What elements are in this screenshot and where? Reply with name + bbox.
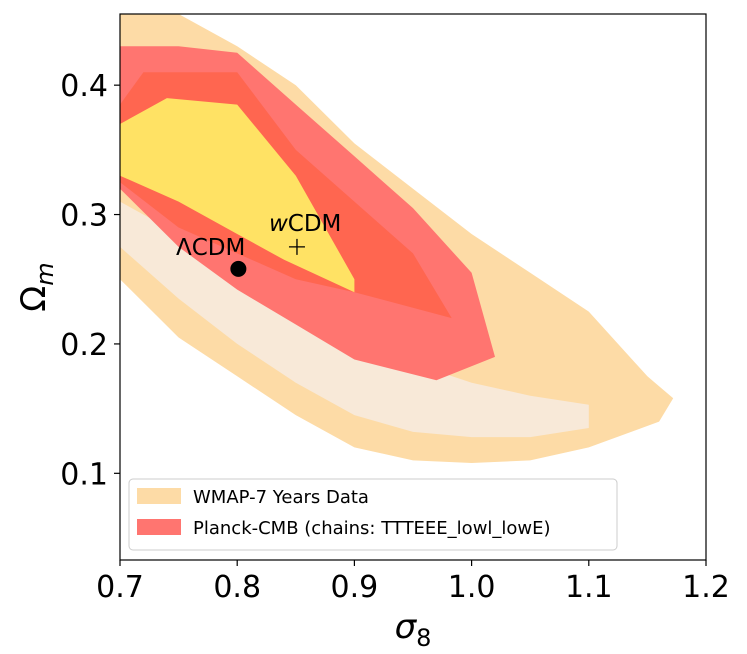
x-axis-ticks: 0.7 0.8 0.9 1.0 1.1 1.2 bbox=[96, 560, 730, 605]
lcdm-label: ΛCDM bbox=[176, 235, 245, 261]
legend-box bbox=[128, 478, 618, 551]
y-axis-ticks: 0.1 0.2 0.3 0.4 bbox=[60, 69, 120, 492]
x-tick-label: 0.8 bbox=[213, 570, 261, 605]
x-tick-label: 1.1 bbox=[565, 570, 613, 605]
legend-label-wmap: WMAP-7 Years Data bbox=[193, 487, 369, 508]
plot-frame bbox=[119, 13, 707, 561]
x-tick-label: 0.9 bbox=[331, 570, 379, 605]
lcdm-marker bbox=[230, 260, 247, 277]
x-tick-label: 1.0 bbox=[448, 570, 496, 605]
planck-core-contour bbox=[120, 98, 355, 293]
y-tick-label: 0.2 bbox=[60, 328, 108, 363]
legend-swatch-planck bbox=[137, 519, 181, 535]
x-axis-label: σ8 bbox=[395, 607, 432, 652]
marker-layer: ΛCDM wCDM bbox=[176, 211, 341, 277]
wcdm-label: wCDM bbox=[269, 211, 341, 237]
wmap-1sigma-contour bbox=[120, 201, 589, 438]
contour-layer bbox=[120, 14, 674, 463]
x-tick-label: 1.2 bbox=[682, 570, 730, 605]
x-tick-label: 0.7 bbox=[96, 570, 144, 605]
legend-label-planck: Planck-CMB (chains: TTTEEE_lowl_lowE) bbox=[193, 518, 551, 539]
x-axis-label-subscript: 8 bbox=[416, 624, 431, 652]
y-tick-label: 0.4 bbox=[60, 69, 108, 104]
y-axis-label-subscript: m bbox=[31, 262, 59, 285]
y-tick-label: 0.3 bbox=[60, 199, 108, 234]
y-tick-label: 0.1 bbox=[60, 457, 108, 492]
legend-swatch-wmap bbox=[137, 488, 181, 504]
y-axis-label: Ωm bbox=[14, 262, 59, 311]
legend: WMAP-7 Years Data Planck-CMB (chains: TT… bbox=[128, 478, 618, 551]
